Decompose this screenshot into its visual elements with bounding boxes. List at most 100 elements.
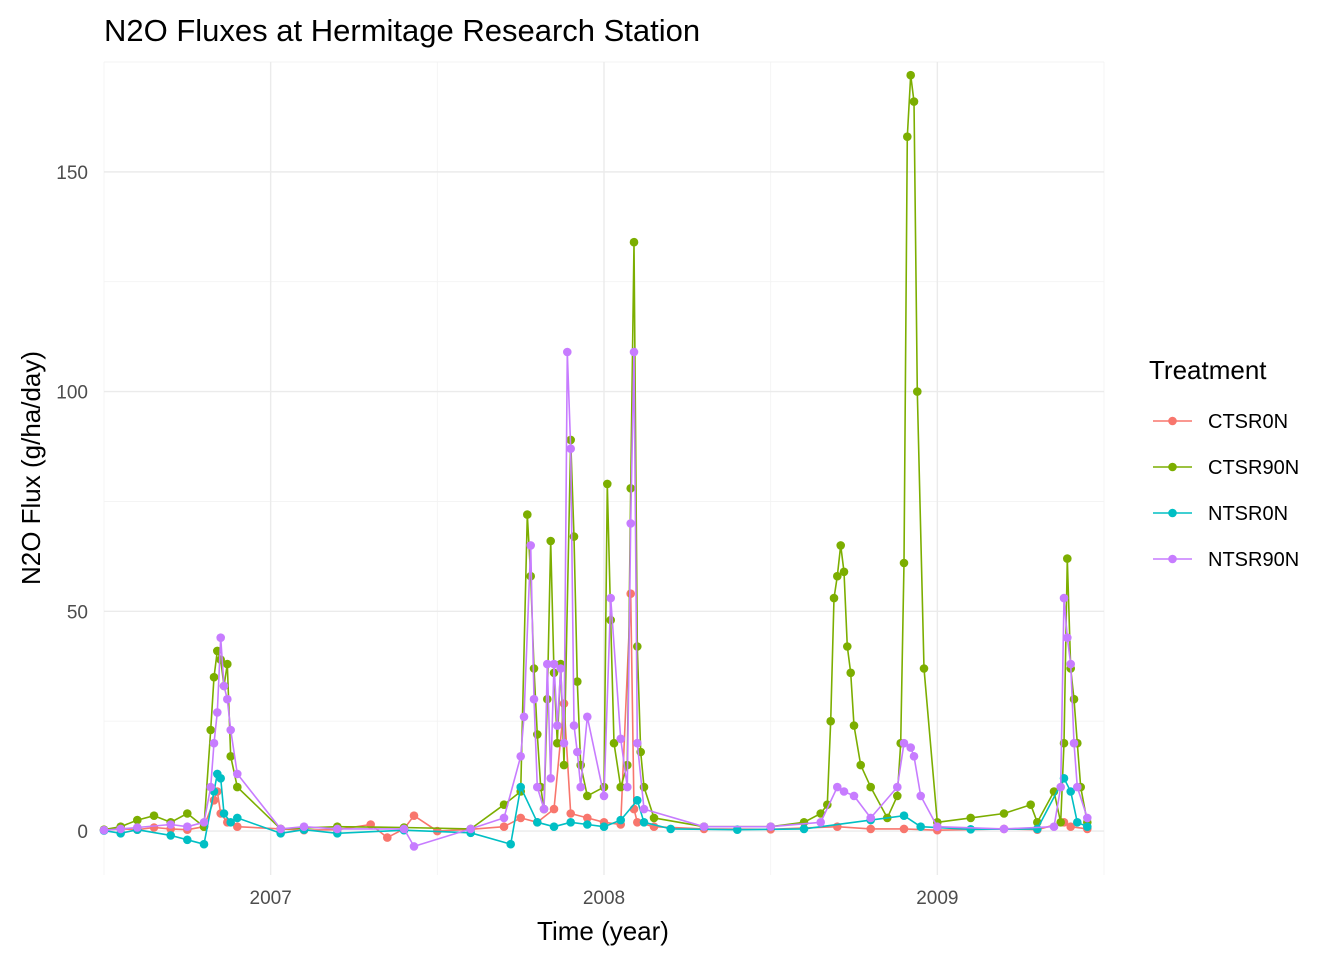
data-point	[533, 730, 542, 739]
legend-key-point	[1168, 554, 1177, 564]
data-point	[526, 541, 535, 550]
data-point	[1056, 818, 1065, 827]
data-point	[916, 822, 925, 831]
data-point	[839, 567, 849, 577]
data-point	[299, 822, 309, 831]
data-point	[519, 712, 529, 722]
data-point	[409, 842, 419, 851]
data-point	[1069, 738, 1079, 748]
data-point	[216, 633, 225, 642]
legend-entry-ntsr90n: NTSR90N	[1153, 549, 1299, 571]
data-point	[816, 818, 825, 827]
data-point	[116, 824, 125, 834]
data-point	[1069, 694, 1079, 704]
data-point	[199, 839, 209, 849]
data-point	[606, 593, 615, 603]
data-point	[529, 694, 539, 704]
data-point	[866, 824, 875, 834]
data-point	[846, 668, 855, 678]
series-ntsr0n	[99, 769, 1092, 849]
data-point	[499, 800, 509, 809]
data-point	[799, 824, 809, 834]
data-point	[966, 825, 975, 834]
legend: Treatment CTSR0N CTSR90N NTSR0N NTSR90N	[1149, 355, 1299, 571]
data-point	[836, 541, 845, 550]
data-point	[999, 824, 1009, 834]
data-point	[629, 347, 639, 357]
data-point	[933, 822, 942, 831]
data-point	[209, 738, 219, 748]
data-point	[409, 811, 419, 820]
data-point	[219, 681, 229, 691]
data-point	[559, 760, 569, 770]
data-point	[533, 782, 542, 792]
data-point	[609, 738, 619, 748]
data-point	[573, 747, 582, 757]
data-point	[733, 825, 742, 834]
data-point	[1059, 593, 1069, 603]
data-point	[629, 237, 639, 247]
data-point	[546, 774, 555, 783]
data-point	[903, 132, 912, 141]
data-point	[549, 659, 559, 669]
data-point	[466, 824, 476, 834]
data-point	[666, 824, 675, 834]
data-point	[133, 823, 142, 832]
y-tick-label: 50	[67, 602, 88, 623]
data-point	[499, 813, 509, 823]
series-layer	[99, 70, 1092, 851]
data-point	[616, 782, 625, 792]
data-point	[583, 712, 592, 722]
data-point	[166, 820, 175, 829]
data-point	[633, 796, 642, 805]
legend-label: CTSR90N	[1208, 457, 1299, 479]
data-point	[599, 791, 609, 801]
data-point	[583, 791, 592, 801]
data-point	[516, 813, 525, 823]
data-point	[213, 708, 222, 717]
data-point	[639, 804, 649, 814]
data-point	[333, 824, 342, 834]
data-point	[233, 782, 242, 792]
data-point	[633, 818, 642, 827]
data-point	[583, 813, 592, 823]
y-tick-label: 150	[56, 163, 88, 184]
data-point	[1083, 822, 1092, 831]
data-point	[1083, 813, 1092, 823]
y-axis-tick-labels: 0 50 100 150	[56, 163, 88, 843]
data-point	[549, 804, 559, 814]
data-point	[899, 738, 909, 748]
data-point	[149, 811, 159, 820]
legend-key-point	[1168, 416, 1177, 426]
data-point	[1056, 782, 1065, 792]
data-point	[633, 642, 642, 651]
data-point	[399, 824, 409, 834]
data-point	[1063, 554, 1072, 563]
data-point	[549, 822, 559, 831]
data-point	[1073, 818, 1082, 827]
legend-entry-ctsr0n: CTSR0N	[1153, 411, 1288, 433]
data-point	[569, 721, 579, 730]
data-point	[539, 804, 549, 814]
data-point	[629, 804, 639, 814]
data-point	[839, 787, 849, 796]
x-tick-label: 2008	[583, 888, 625, 909]
data-point	[899, 811, 909, 820]
data-point	[556, 664, 565, 673]
data-point	[893, 782, 902, 792]
data-point	[843, 642, 852, 651]
data-point	[1026, 800, 1035, 809]
data-point	[966, 813, 975, 823]
y-axis-title: N2O Flux (g/ha/day)	[16, 351, 46, 585]
data-point	[226, 725, 235, 735]
data-point	[523, 510, 532, 519]
data-point	[919, 664, 929, 673]
data-point	[1063, 633, 1072, 642]
data-point	[566, 818, 575, 827]
data-point	[383, 833, 392, 842]
data-point	[183, 809, 192, 818]
legend-title: Treatment	[1149, 355, 1267, 385]
data-point	[183, 835, 192, 845]
data-point	[553, 721, 562, 730]
